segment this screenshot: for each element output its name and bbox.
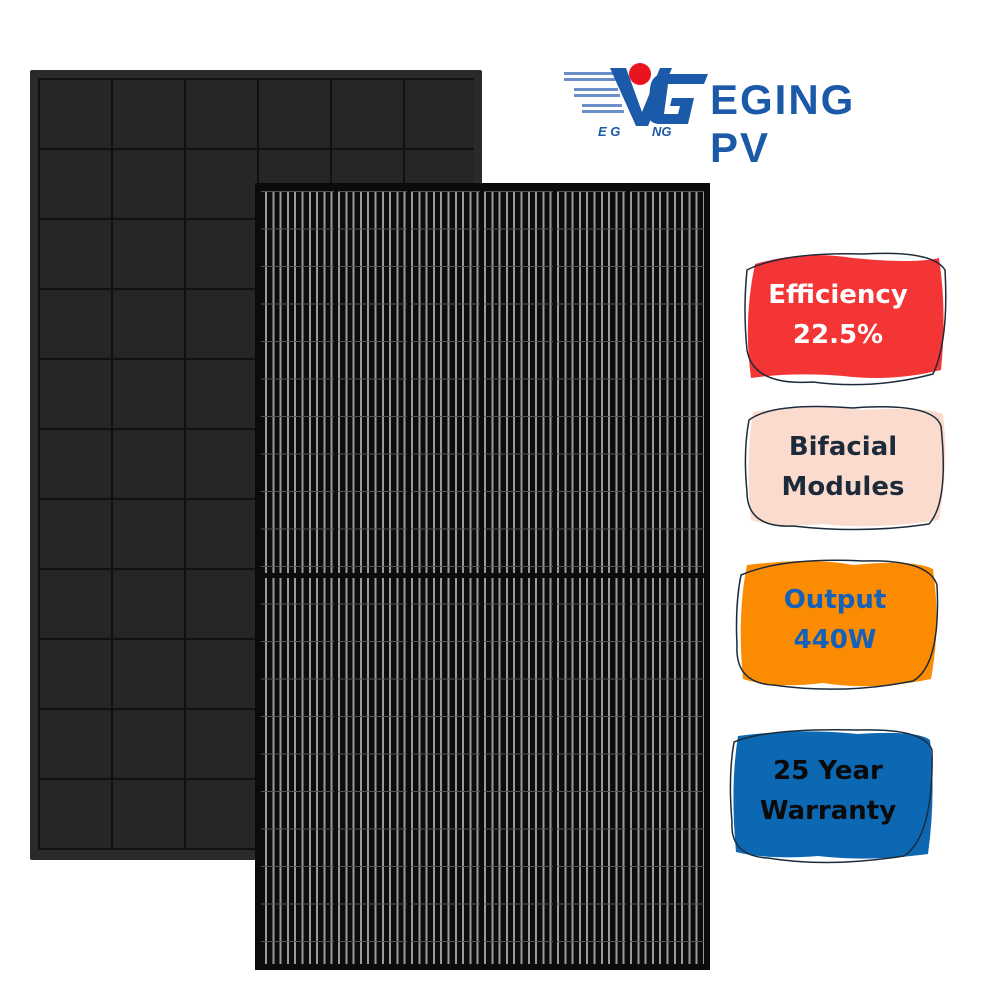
badge-line1: Bifacial <box>788 432 898 462</box>
badge-line2: 440W <box>793 625 877 655</box>
half-cell-separator <box>261 573 704 578</box>
badge-line1: Efficiency <box>768 280 908 310</box>
svg-text:E G: E G <box>598 124 620 138</box>
eging-pv-logo: E G NG EGING PV <box>560 62 920 171</box>
badge-line1: 25 Year <box>773 756 883 786</box>
svg-text:NG: NG <box>652 124 672 138</box>
badge-output: Output 440W <box>733 555 939 690</box>
badge-line2: Modules <box>781 472 905 502</box>
badge-efficiency: Efficiency 22.5% <box>743 250 947 386</box>
badge-line2: 22.5% <box>792 320 884 350</box>
logo-mark-icon: E G NG <box>564 63 708 139</box>
badge-bifacial: Bifacial Modules <box>743 402 946 532</box>
badge-line1: Output <box>783 585 887 615</box>
brand-name: EGING PV <box>710 76 856 171</box>
badge-warranty: 25 Year Warranty <box>728 726 933 864</box>
badge-line2: Warranty <box>759 796 897 826</box>
solar-panel-front <box>255 183 710 970</box>
